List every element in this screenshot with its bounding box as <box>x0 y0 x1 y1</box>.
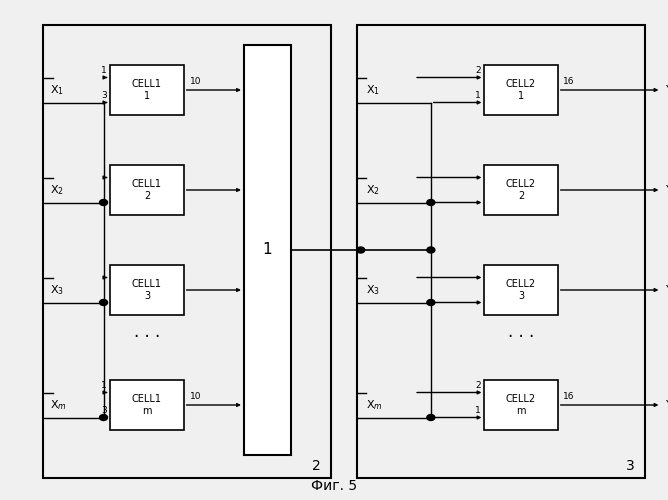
Circle shape <box>357 247 365 253</box>
Text: CELL2
m: CELL2 m <box>506 394 536 416</box>
Bar <box>357 25 645 477</box>
Text: X$_3$: X$_3$ <box>50 283 64 297</box>
Text: 2: 2 <box>476 66 481 75</box>
Text: 3: 3 <box>626 458 635 472</box>
Text: 10: 10 <box>190 392 202 401</box>
Text: CELL2
2: CELL2 2 <box>506 179 536 201</box>
Bar <box>110 265 184 315</box>
Text: Y$_1$: Y$_1$ <box>665 83 668 97</box>
Text: 2: 2 <box>312 458 321 472</box>
Circle shape <box>100 414 108 420</box>
Text: 3: 3 <box>101 406 107 415</box>
Text: CELL1
m: CELL1 m <box>132 394 162 416</box>
Text: 16: 16 <box>563 392 574 401</box>
Circle shape <box>427 247 435 253</box>
Text: X$_1$: X$_1$ <box>366 83 380 97</box>
Text: CELL1
3: CELL1 3 <box>132 279 162 301</box>
Text: Y$_2$: Y$_2$ <box>665 183 668 197</box>
Text: · · ·: · · · <box>508 328 534 346</box>
Bar <box>484 165 558 215</box>
Bar <box>484 65 558 115</box>
Bar <box>110 380 184 430</box>
Text: X$_2$: X$_2$ <box>366 183 380 197</box>
Bar <box>484 380 558 430</box>
Text: 10: 10 <box>190 77 202 86</box>
Text: CELL2
1: CELL2 1 <box>506 79 536 101</box>
Bar <box>110 165 184 215</box>
Circle shape <box>427 200 435 205</box>
Text: Фиг. 5: Фиг. 5 <box>311 478 357 492</box>
Text: CELL1
1: CELL1 1 <box>132 79 162 101</box>
Bar <box>43 25 331 477</box>
Text: X$_3$: X$_3$ <box>366 283 380 297</box>
Text: 1: 1 <box>263 242 272 258</box>
Text: 3: 3 <box>101 91 107 100</box>
Bar <box>484 265 558 315</box>
Text: 1: 1 <box>101 66 107 75</box>
Text: X$_m$: X$_m$ <box>50 398 67 412</box>
Text: CELL1
2: CELL1 2 <box>132 179 162 201</box>
Text: 16: 16 <box>563 77 574 86</box>
Text: 1: 1 <box>475 91 481 100</box>
Circle shape <box>427 414 435 420</box>
Text: 2: 2 <box>476 381 481 390</box>
Text: CELL2
3: CELL2 3 <box>506 279 536 301</box>
Text: X$_2$: X$_2$ <box>50 183 64 197</box>
Text: 1: 1 <box>101 381 107 390</box>
Circle shape <box>427 300 435 306</box>
Bar <box>244 45 291 455</box>
Text: X$_m$: X$_m$ <box>366 398 383 412</box>
Text: 1: 1 <box>475 406 481 415</box>
Circle shape <box>100 200 108 205</box>
Text: Y$_3$: Y$_3$ <box>665 283 668 297</box>
Text: Y$_m$: Y$_m$ <box>665 398 668 412</box>
Circle shape <box>100 300 108 306</box>
Text: X$_1$: X$_1$ <box>50 83 64 97</box>
Text: · · ·: · · · <box>134 328 160 346</box>
Bar <box>110 65 184 115</box>
